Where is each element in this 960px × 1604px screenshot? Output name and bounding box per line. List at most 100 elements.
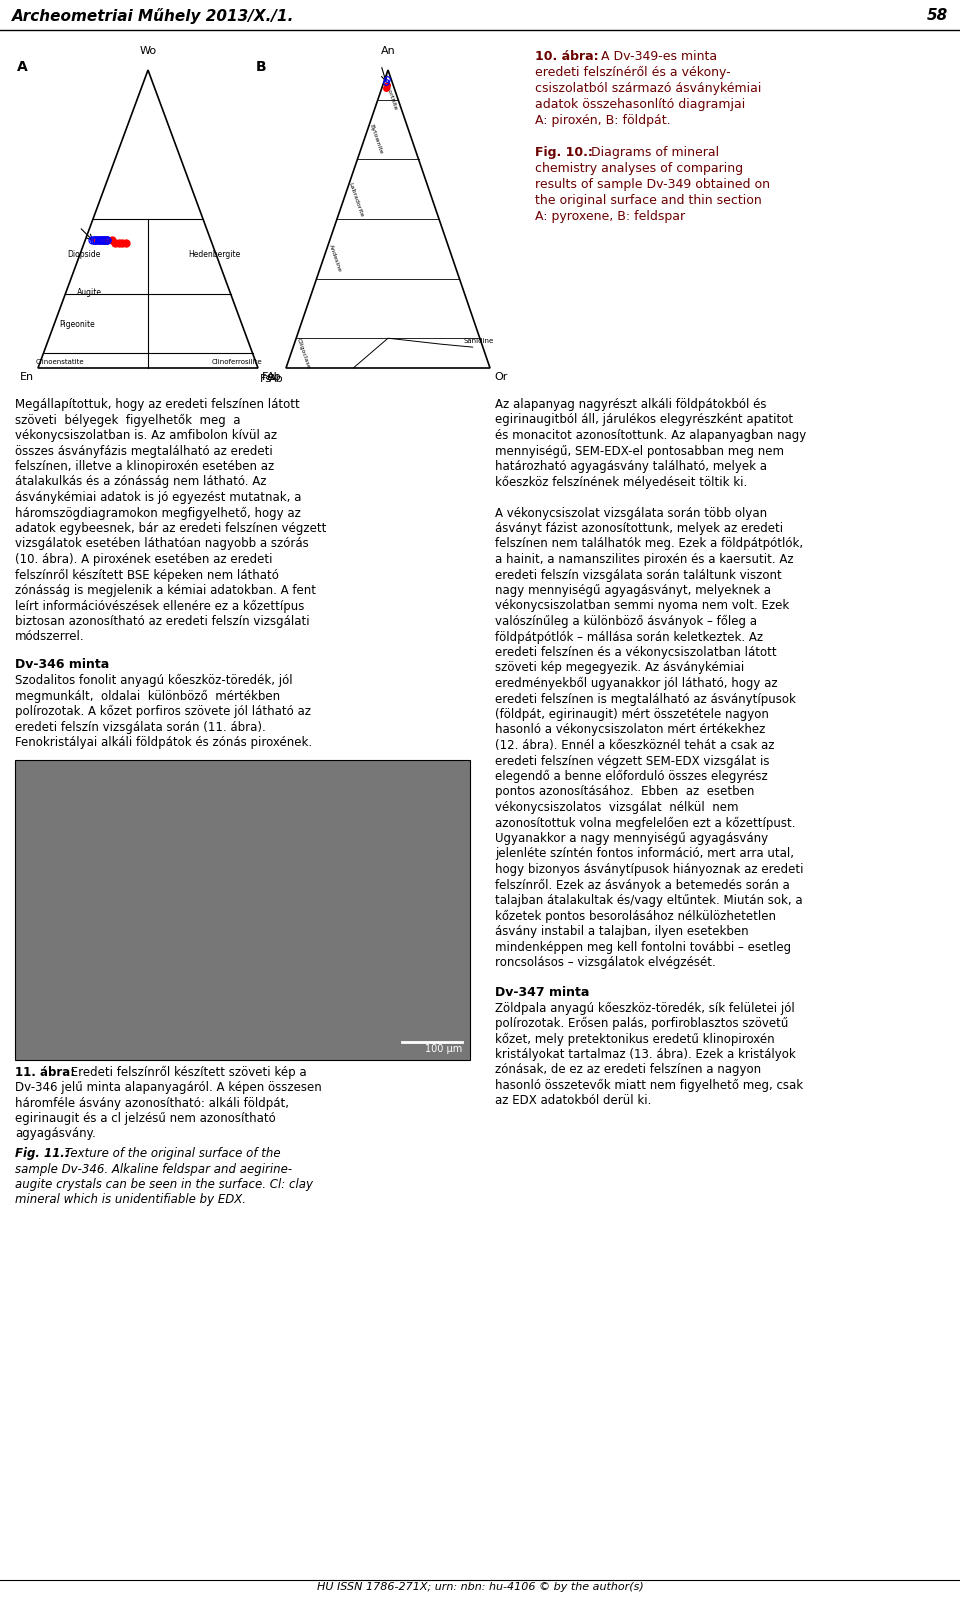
Text: adatok összehasonlító diagramjai: adatok összehasonlító diagramjai — [535, 98, 745, 111]
Text: ásvány instabil a talajban, ilyen esetekben: ásvány instabil a talajban, ilyen esetek… — [495, 926, 749, 938]
Text: 100 μm: 100 μm — [424, 1044, 462, 1054]
Text: vékonycsiszolatban is. Az amfibolon kívül az: vékonycsiszolatban is. Az amfibolon kívü… — [15, 428, 277, 443]
Text: Sanidine: Sanidine — [464, 338, 493, 345]
Text: eredeti felszínen is megtalálható az ásványtípusok: eredeti felszínen is megtalálható az ásv… — [495, 693, 796, 706]
Text: mineral which is unidentifiable by EDX.: mineral which is unidentifiable by EDX. — [15, 1193, 246, 1206]
Text: leírt információvészések ellenére ez a kőzettípus: leírt információvészések ellenére ez a k… — [15, 600, 304, 613]
Text: polírozotak. Erősen palás, porfiroblasztos szövetű: polírozotak. Erősen palás, porfiroblaszt… — [495, 1017, 788, 1030]
Text: Fenokristályai alkáli földpátok és zónás piroxének.: Fenokristályai alkáli földpátok és zónás… — [15, 736, 312, 749]
Text: Bytownite: Bytownite — [369, 124, 384, 156]
Text: kőeszköz felszínének mélyedéseit töltik ki.: kőeszköz felszínének mélyedéseit töltik … — [495, 475, 747, 489]
Text: A: pyroxene, B: feldspar: A: pyroxene, B: feldspar — [535, 210, 685, 223]
Text: kőzet, mely pretektonikus eredetű klinopiroxén: kőzet, mely pretektonikus eredetű klinop… — [495, 1033, 775, 1046]
Text: roncsolásos – vizsgálatok elvégzését.: roncsolásos – vizsgálatok elvégzését. — [495, 956, 716, 969]
Text: eredeti felszín vizsgálata során (11. ábra).: eredeti felszín vizsgálata során (11. áb… — [15, 720, 266, 733]
Text: A vékonycsiszolat vizsgálata során több olyan: A vékonycsiszolat vizsgálata során több … — [495, 507, 767, 520]
Text: the original surface and thin section: the original surface and thin section — [535, 194, 761, 207]
Text: Clinoferrosilite: Clinoferrosilite — [212, 359, 263, 364]
Text: Dv-347 minta: Dv-347 minta — [495, 985, 589, 999]
Text: vékonycsiszolatos  vizsgálat  nélkül  nem: vékonycsiszolatos vizsgálat nélkül nem — [495, 800, 738, 813]
Text: az EDX adatokból derül ki.: az EDX adatokból derül ki. — [495, 1094, 652, 1107]
Text: Eredeti felszínről készített szöveti kép a: Eredeti felszínről készített szöveti kép… — [67, 1065, 306, 1078]
Text: szöveti kép megegyezik. Az ásványkémiai: szöveti kép megegyezik. Az ásványkémiai — [495, 661, 744, 675]
Text: vizsgálatok esetében láthatóan nagyobb a szórás: vizsgálatok esetében láthatóan nagyobb a… — [15, 537, 309, 550]
Text: valószínűleg a különböző ásványok – főleg a: valószínűleg a különböző ásványok – főle… — [495, 614, 757, 629]
Text: vékonycsiszolatban semmi nyoma nem volt. Ezek: vékonycsiszolatban semmi nyoma nem volt.… — [495, 600, 789, 613]
Text: Anorthite: Anorthite — [384, 82, 398, 111]
Text: összes ásványfázis megtalálható az eredeti: összes ásványfázis megtalálható az erede… — [15, 444, 273, 457]
Text: elegendő a benne előforduló összes elegyrész: elegendő a benne előforduló összes elegy… — [495, 770, 768, 783]
Text: Ab: Ab — [270, 374, 284, 383]
Text: módszerrel.: módszerrel. — [15, 630, 84, 643]
Text: Szodalitos fonolit anyagú kőeszköz-töredék, jól: Szodalitos fonolit anyagú kőeszköz-töred… — [15, 674, 293, 687]
Text: mindenképpen meg kell fontolni további – esetleg: mindenképpen meg kell fontolni további –… — [495, 940, 791, 953]
Text: hogy bizonyos ásványtípusok hiányoznak az eredeti: hogy bizonyos ásványtípusok hiányoznak a… — [495, 863, 804, 876]
Text: eredményekből ugyanakkor jól látható, hogy az: eredményekből ugyanakkor jól látható, ho… — [495, 677, 778, 690]
Text: Megállapítottuk, hogy az eredeti felszínen látott: Megállapítottuk, hogy az eredeti felszín… — [15, 398, 300, 411]
Text: eredeti felszín vizsgálata során találtunk viszont: eredeti felszín vizsgálata során találtu… — [495, 568, 781, 582]
Text: felszínen nem találhatók meg. Ezek a földpátpótlók,: felszínen nem találhatók meg. Ezek a föl… — [495, 537, 804, 550]
Text: egirinaugit és a cl jelzésű nem azonosítható: egirinaugit és a cl jelzésű nem azonosít… — [15, 1112, 276, 1124]
Text: Fig. 10.:: Fig. 10.: — [535, 146, 593, 159]
Text: Andesine: Andesine — [328, 244, 343, 273]
Text: Hedenbergite: Hedenbergite — [188, 250, 240, 258]
Text: Diagrams of mineral: Diagrams of mineral — [587, 146, 719, 159]
Text: határozható agyagásvány található, melyek a: határozható agyagásvány található, melye… — [495, 460, 767, 473]
Text: Or: Or — [494, 372, 508, 382]
Text: (földpát, egirinaugit) mért összetétele nagyon: (földpát, egirinaugit) mért összetétele … — [495, 707, 769, 722]
Text: sample Dv-346. Alkaline feldspar and aegirine-: sample Dv-346. Alkaline feldspar and aeg… — [15, 1163, 292, 1176]
Text: földpátpótlók – mállása során keletkeztek. Az: földpátpótlók – mállása során keletkezte… — [495, 630, 763, 643]
Text: ásványt fázist azonosítottunk, melyek az eredeti: ásványt fázist azonosítottunk, melyek az… — [495, 521, 783, 536]
Text: 11. ábra:: 11. ábra: — [15, 1065, 75, 1078]
Text: Labradorite: Labradorite — [348, 183, 364, 218]
Text: hasonló a vékonycsiszolaton mért értékekhez: hasonló a vékonycsiszolaton mért értékek… — [495, 723, 765, 736]
Text: mennyiségű, SEM-EDX-el pontosabban meg nem: mennyiségű, SEM-EDX-el pontosabban meg n… — [495, 444, 784, 457]
Text: eredeti felszínéről és a vékony-: eredeti felszínéről és a vékony- — [535, 66, 731, 79]
Text: felszínről. Ezek az ásványok a betemedés során a: felszínről. Ezek az ásványok a betemedés… — [495, 879, 790, 892]
Text: polírozotak. A kőzet porfiros szövete jól látható az: polírozotak. A kőzet porfiros szövete jó… — [15, 706, 311, 719]
Text: pontos azonosításához.  Ebben  az  esetben: pontos azonosításához. Ebben az esetben — [495, 786, 755, 799]
Text: háromféle ásvány azonosítható: alkáli földpát,: háromféle ásvány azonosítható: alkáli fö… — [15, 1097, 289, 1110]
Text: Pigeonite: Pigeonite — [60, 319, 95, 329]
Text: A: A — [17, 59, 28, 74]
Text: eredeti felszínen és a vékonycsiszolatban látott: eredeti felszínen és a vékonycsiszolatba… — [495, 646, 777, 659]
Text: 10. ábra:: 10. ábra: — [535, 50, 599, 63]
Text: hasonló összetevők miatt nem figyelhető meg, csak: hasonló összetevők miatt nem figyelhető … — [495, 1079, 804, 1092]
Text: felszínről készített BSE képeken nem látható: felszínről készített BSE képeken nem lát… — [15, 568, 278, 582]
Text: Oligoclase: Oligoclase — [295, 337, 310, 371]
Text: biztosan azonosítható az eredeti felszín vizsgálati: biztosan azonosítható az eredeti felszín… — [15, 614, 310, 629]
Text: results of sample Dv-349 obtained on: results of sample Dv-349 obtained on — [535, 178, 770, 191]
Text: B: B — [256, 59, 267, 74]
Text: talajban átalakultak és/vagy eltűntek. Miután sok, a: talajban átalakultak és/vagy eltűntek. M… — [495, 893, 803, 906]
Text: A: piroxén, B: földpát.: A: piroxén, B: földpát. — [535, 114, 671, 127]
Text: agyagásvány.: agyagásvány. — [15, 1128, 96, 1140]
Text: felszínen, illetve a klinopiroxén esetében az: felszínen, illetve a klinopiroxén esetéb… — [15, 460, 275, 473]
Text: Augite: Augite — [77, 287, 102, 297]
Text: Ab: Ab — [268, 372, 282, 382]
Text: adatok egybeesnek, bár az eredeti felszínen végzett: adatok egybeesnek, bár az eredeti felszí… — [15, 521, 326, 536]
Text: Texture of the original surface of the: Texture of the original surface of the — [61, 1147, 280, 1160]
Text: nagy mennyiségű agyagásványt, melyeknek a: nagy mennyiségű agyagásványt, melyeknek … — [495, 584, 771, 597]
Text: csiszolatból származó ásványkémiai: csiszolatból származó ásványkémiai — [535, 82, 761, 95]
Text: Dv-346 jelű minta alapanyagáról. A képen összesen: Dv-346 jelű minta alapanyagáról. A képen… — [15, 1081, 322, 1094]
Text: chemistry analyses of comparing: chemistry analyses of comparing — [535, 162, 743, 175]
Text: Wo: Wo — [139, 47, 156, 56]
Text: Fig. 11.:: Fig. 11.: — [15, 1147, 69, 1160]
Text: augite crystals can be seen in the surface. Cl: clay: augite crystals can be seen in the surfa… — [15, 1177, 313, 1192]
Text: Archeometriai Műhely 2013/X./1.: Archeometriai Műhely 2013/X./1. — [12, 8, 295, 24]
Text: egirinaugitból áll, járulékos elegyrészként apatitot: egirinaugitból áll, járulékos elegyrészk… — [495, 414, 793, 427]
Text: En: En — [20, 372, 34, 382]
Text: Zöldpala anyagú kőeszköz-töredék, sík felületei jól: Zöldpala anyagú kőeszköz-töredék, sík fe… — [495, 1001, 795, 1015]
Text: átalakulkás és a zónásság nem látható. Az: átalakulkás és a zónásság nem látható. A… — [15, 475, 267, 489]
Text: szöveti  bélyegek  figyelhetők  meg  a: szöveti bélyegek figyelhetők meg a — [15, 414, 241, 427]
Text: és monacitot azonosítottunk. Az alapanyagban nagy: és monacitot azonosítottunk. Az alapanya… — [495, 428, 806, 443]
Text: (10. ábra). A piroxének esetében az eredeti: (10. ábra). A piroxének esetében az ered… — [15, 553, 273, 566]
Text: a hainit, a namanszilites piroxén és a kaersutit. Az: a hainit, a namanszilites piroxén és a k… — [495, 553, 794, 566]
Text: azonosítottuk volna megfelelően ezt a kőzettípust.: azonosítottuk volna megfelelően ezt a kő… — [495, 816, 796, 829]
Text: ásványkémiai adatok is jó egyezést mutatnak, a: ásványkémiai adatok is jó egyezést mutat… — [15, 491, 301, 504]
Text: háromszögdiagramokon megfigyelhető, hogy az: háromszögdiagramokon megfigyelhető, hogy… — [15, 507, 300, 520]
Text: Clinoenstatite: Clinoenstatite — [36, 359, 84, 364]
Bar — [15, 760, 470, 1060]
Text: Az alapanyag nagyrészt alkáli földpátokból és: Az alapanyag nagyrészt alkáli földpátokb… — [495, 398, 766, 411]
Text: An: An — [380, 47, 396, 56]
